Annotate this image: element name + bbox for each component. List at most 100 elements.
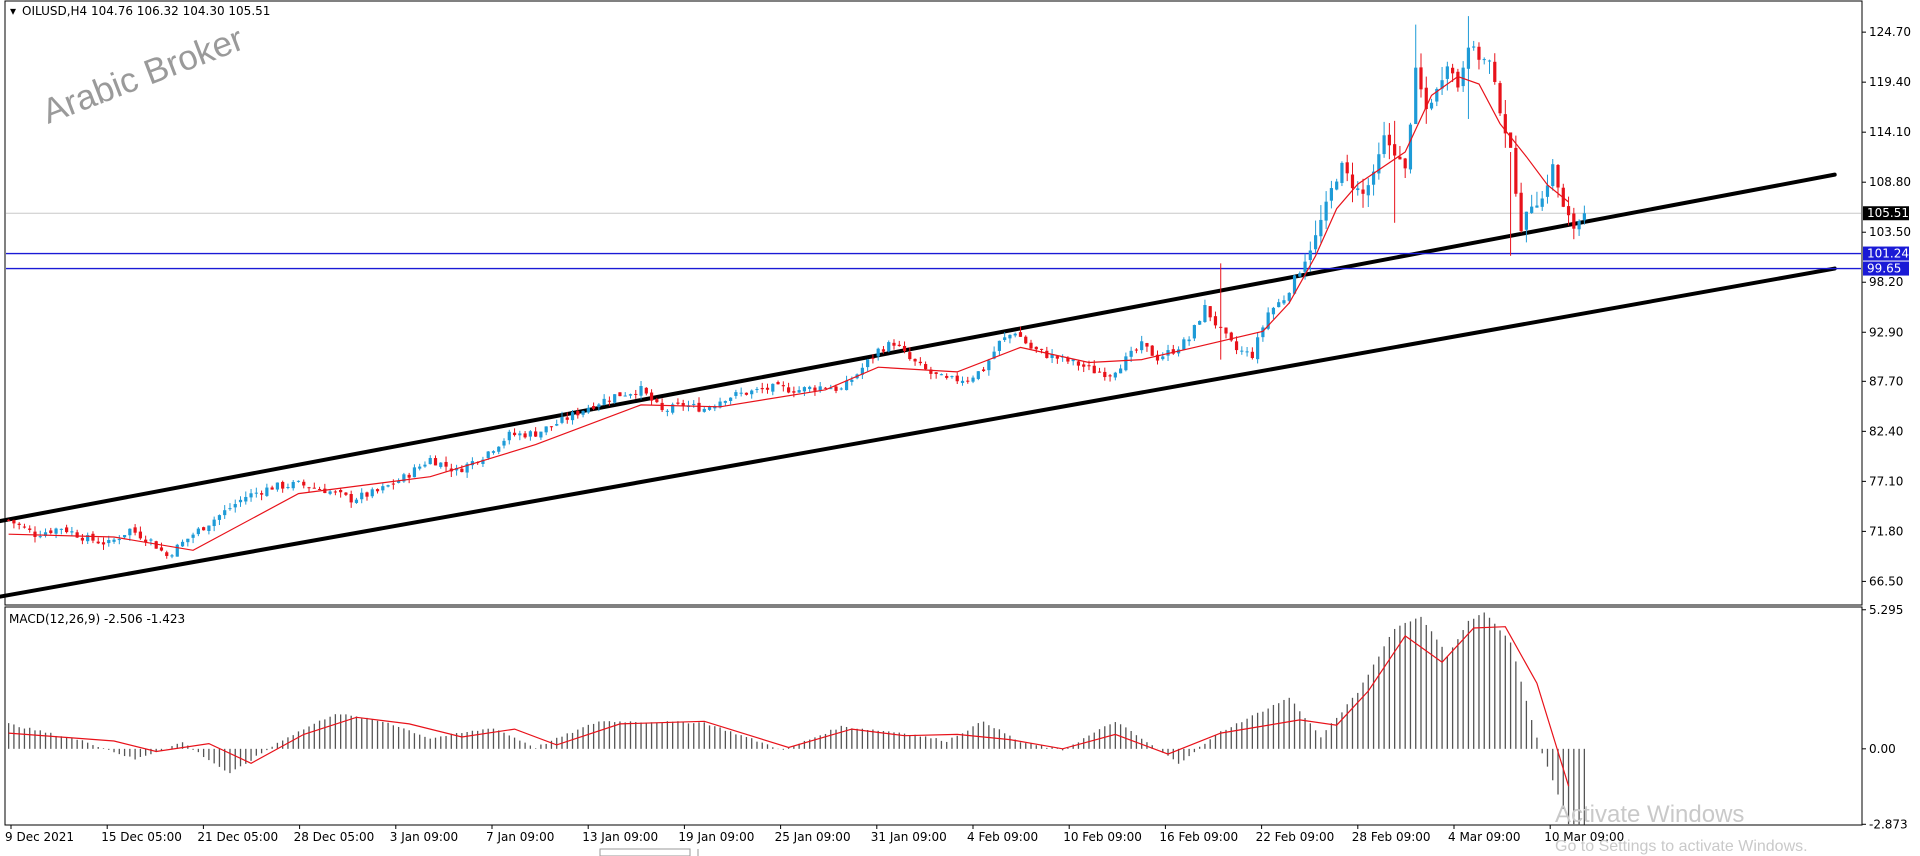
candle-body — [518, 433, 522, 436]
candle-body — [165, 552, 169, 556]
candle-body — [33, 531, 37, 537]
macd-panel[interactable] — [4, 606, 1863, 826]
candle-body — [628, 394, 633, 396]
scroll-marker[interactable] — [599, 848, 691, 856]
candle-body — [1282, 300, 1286, 304]
candle-body — [1234, 341, 1239, 351]
candle-body — [49, 530, 53, 534]
candle-body — [275, 482, 280, 490]
candle-body — [976, 371, 980, 379]
candle-body — [339, 489, 343, 493]
candle-body — [1055, 356, 1059, 359]
candle-body — [755, 388, 759, 390]
candle-body — [1519, 192, 1523, 232]
candle-body — [1134, 349, 1139, 351]
candle-body — [892, 342, 896, 346]
candle-body — [844, 380, 849, 391]
candle-body — [1582, 213, 1586, 221]
candle-body — [1108, 375, 1112, 377]
time-tick-label: 19 Jan 09:00 — [678, 830, 754, 844]
candle-body — [607, 400, 612, 402]
candle-body — [750, 390, 754, 395]
candle-body — [1340, 162, 1344, 183]
candle-body — [259, 493, 264, 495]
candle-body — [592, 406, 596, 409]
candle-body — [291, 481, 295, 489]
time-tick-label: 4 Mar 09:00 — [1448, 830, 1521, 844]
candle-body — [170, 555, 174, 557]
candle-body — [829, 388, 833, 390]
candle-body — [1556, 164, 1560, 188]
candle-body — [180, 541, 185, 547]
candle-body — [91, 533, 95, 541]
candle-body — [1119, 368, 1123, 374]
candle-body — [1066, 357, 1070, 362]
candle-body — [296, 480, 301, 482]
time-axis[interactable]: 9 Dec 2021 15 Dec 05:00 21 Dec 05:00 28 Dec… — [5, 825, 1624, 844]
candle-body — [781, 385, 785, 387]
candle-body — [439, 462, 443, 467]
candle-body — [1419, 67, 1423, 90]
candle-body — [360, 492, 364, 500]
candle-body — [1161, 356, 1165, 360]
candle-body — [739, 392, 743, 394]
candle-body — [80, 537, 85, 541]
candle-body — [1092, 365, 1096, 374]
candle-body — [1424, 87, 1428, 110]
candle-body — [1008, 334, 1012, 339]
candle-body — [776, 382, 780, 385]
candle-body — [934, 372, 938, 374]
candle-body — [228, 508, 232, 510]
trend-channel[interactable] — [0, 172, 1837, 599]
candle-body — [1097, 371, 1102, 373]
time-tick-label: 4 Feb 09:00 — [967, 830, 1038, 844]
candle-body — [12, 520, 16, 524]
candle-body — [54, 528, 58, 534]
candle-body — [692, 403, 696, 405]
candle-body — [586, 407, 590, 413]
candle-body — [729, 397, 733, 401]
candle-body — [433, 458, 438, 466]
macd-tick-label: 0.00 — [1869, 742, 1896, 756]
candle-body — [465, 463, 469, 473]
candle-body — [1029, 342, 1033, 349]
candle-body — [939, 374, 944, 376]
candle-body — [744, 392, 749, 395]
candle-body — [644, 387, 648, 394]
current-price-badge-bg — [1863, 206, 1909, 221]
price-tick-label: 87.70 — [1869, 374, 1903, 388]
macd-info: MACD(12,26,9) -2.506 -1.423 — [9, 612, 185, 626]
channel-line — [0, 172, 1837, 524]
level-badge-lower-bg — [1863, 261, 1909, 276]
candle-body — [202, 527, 206, 531]
candle-body — [112, 539, 116, 542]
horizontal-levels[interactable] — [6, 252, 1861, 270]
candle-body — [1398, 156, 1402, 160]
candle-body — [133, 527, 137, 533]
candle-body — [945, 375, 949, 378]
channel-line — [0, 266, 1837, 599]
candle-body — [639, 386, 643, 396]
price-panel[interactable] — [4, 0, 1863, 606]
candle-body — [1393, 144, 1397, 156]
candle-body — [1487, 60, 1492, 62]
price-tick-label: 77.10 — [1869, 474, 1903, 488]
candle-body — [1366, 185, 1370, 196]
candle-body — [613, 394, 617, 403]
candle-body — [1076, 361, 1081, 366]
candle-body — [871, 357, 875, 359]
candle-body — [771, 383, 775, 392]
candle-body — [117, 538, 121, 541]
activate-windows-subtitle: Go to Settings to activate Windows. — [1555, 838, 1808, 855]
candle-body — [734, 392, 738, 396]
price-axis[interactable]: 124.70 119.40 114.10 108.80 103.50 98.20 92.90… — [1862, 25, 1911, 831]
time-tick-label: 7 Jan 09:00 — [486, 830, 554, 844]
candle-body — [96, 541, 100, 544]
candle-body — [22, 526, 27, 528]
collapse-arrow-icon[interactable]: ▾ — [10, 4, 16, 18]
candle-body — [412, 467, 417, 478]
candle-body — [1508, 132, 1513, 148]
candle-body — [101, 542, 106, 545]
candle-body — [1208, 306, 1212, 318]
